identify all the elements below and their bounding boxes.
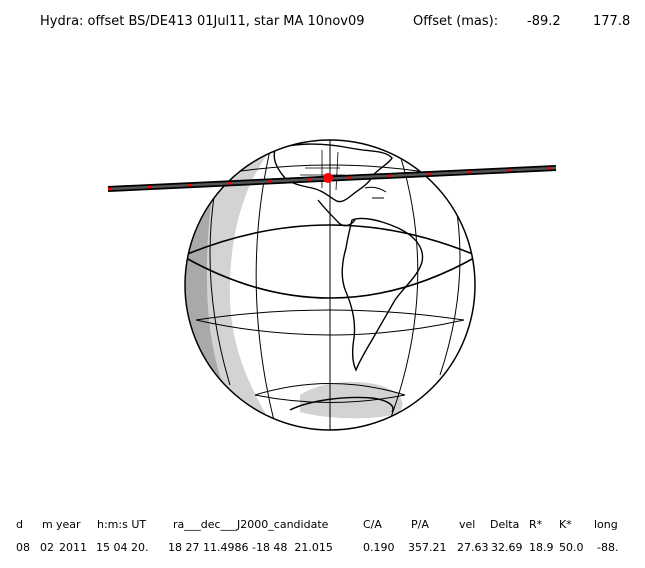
event-point-marker [323, 173, 333, 183]
value-year: 2011 [59, 541, 87, 554]
col-head-d: d [16, 518, 23, 531]
value-m: 02 [40, 541, 54, 554]
col-head-ca: C/A [363, 518, 382, 531]
value-pa: 357.21 [408, 541, 447, 554]
south-america-outline [341, 217, 424, 372]
value-radec: 18 27 11.4986 -18 48 21.015 [168, 541, 333, 554]
col-head-long: long [594, 518, 618, 531]
value-long: -88. [597, 541, 619, 554]
col-head-year: year [56, 518, 81, 531]
col-head-kstar: K* [559, 518, 572, 531]
value-rstar: 18.9 [529, 541, 554, 554]
col-head-radec: ra___dec___J2000_candidate [173, 518, 329, 531]
globe-outline [184, 139, 476, 431]
meridian-line [389, 154, 419, 421]
col-head-rstar: R* [529, 518, 543, 531]
value-vel: 27.63 [457, 541, 489, 554]
continents [273, 143, 424, 413]
col-head-pa: P/A [411, 518, 429, 531]
col-head-m: m [42, 518, 53, 531]
state-borders [300, 150, 345, 191]
value-delta: 32.69 [491, 541, 523, 554]
col-head-vel: vel [459, 518, 476, 531]
globe-map [107, 139, 557, 431]
value-kstar: 50.0 [559, 541, 584, 554]
meridian-line [439, 199, 461, 376]
offset-y-value: 177.8 [593, 14, 631, 29]
value-hms: 15 04 20. [96, 541, 149, 554]
meridian-line [209, 189, 231, 386]
offset-x-value: -89.2 [527, 14, 561, 29]
value-ca: 0.190 [363, 541, 395, 554]
col-head-delta: Delta [490, 518, 520, 531]
value-d: 08 [16, 541, 30, 554]
caribbean-islands [364, 186, 387, 199]
header: Hydra: offset BS/DE413 01Jul11, star MA … [0, 14, 645, 34]
southern-shading [300, 381, 403, 419]
col-head-hms: h:m:s UT [97, 518, 147, 531]
plot-title: Hydra: offset BS/DE413 01Jul11, star MA … [40, 14, 365, 29]
antarctica-outline [289, 396, 394, 413]
offset-label: Offset (mas): [413, 14, 499, 29]
event-data-table: d m year h:m:s UT ra___dec___J2000_candi… [0, 515, 645, 565]
graticule [185, 140, 475, 430]
